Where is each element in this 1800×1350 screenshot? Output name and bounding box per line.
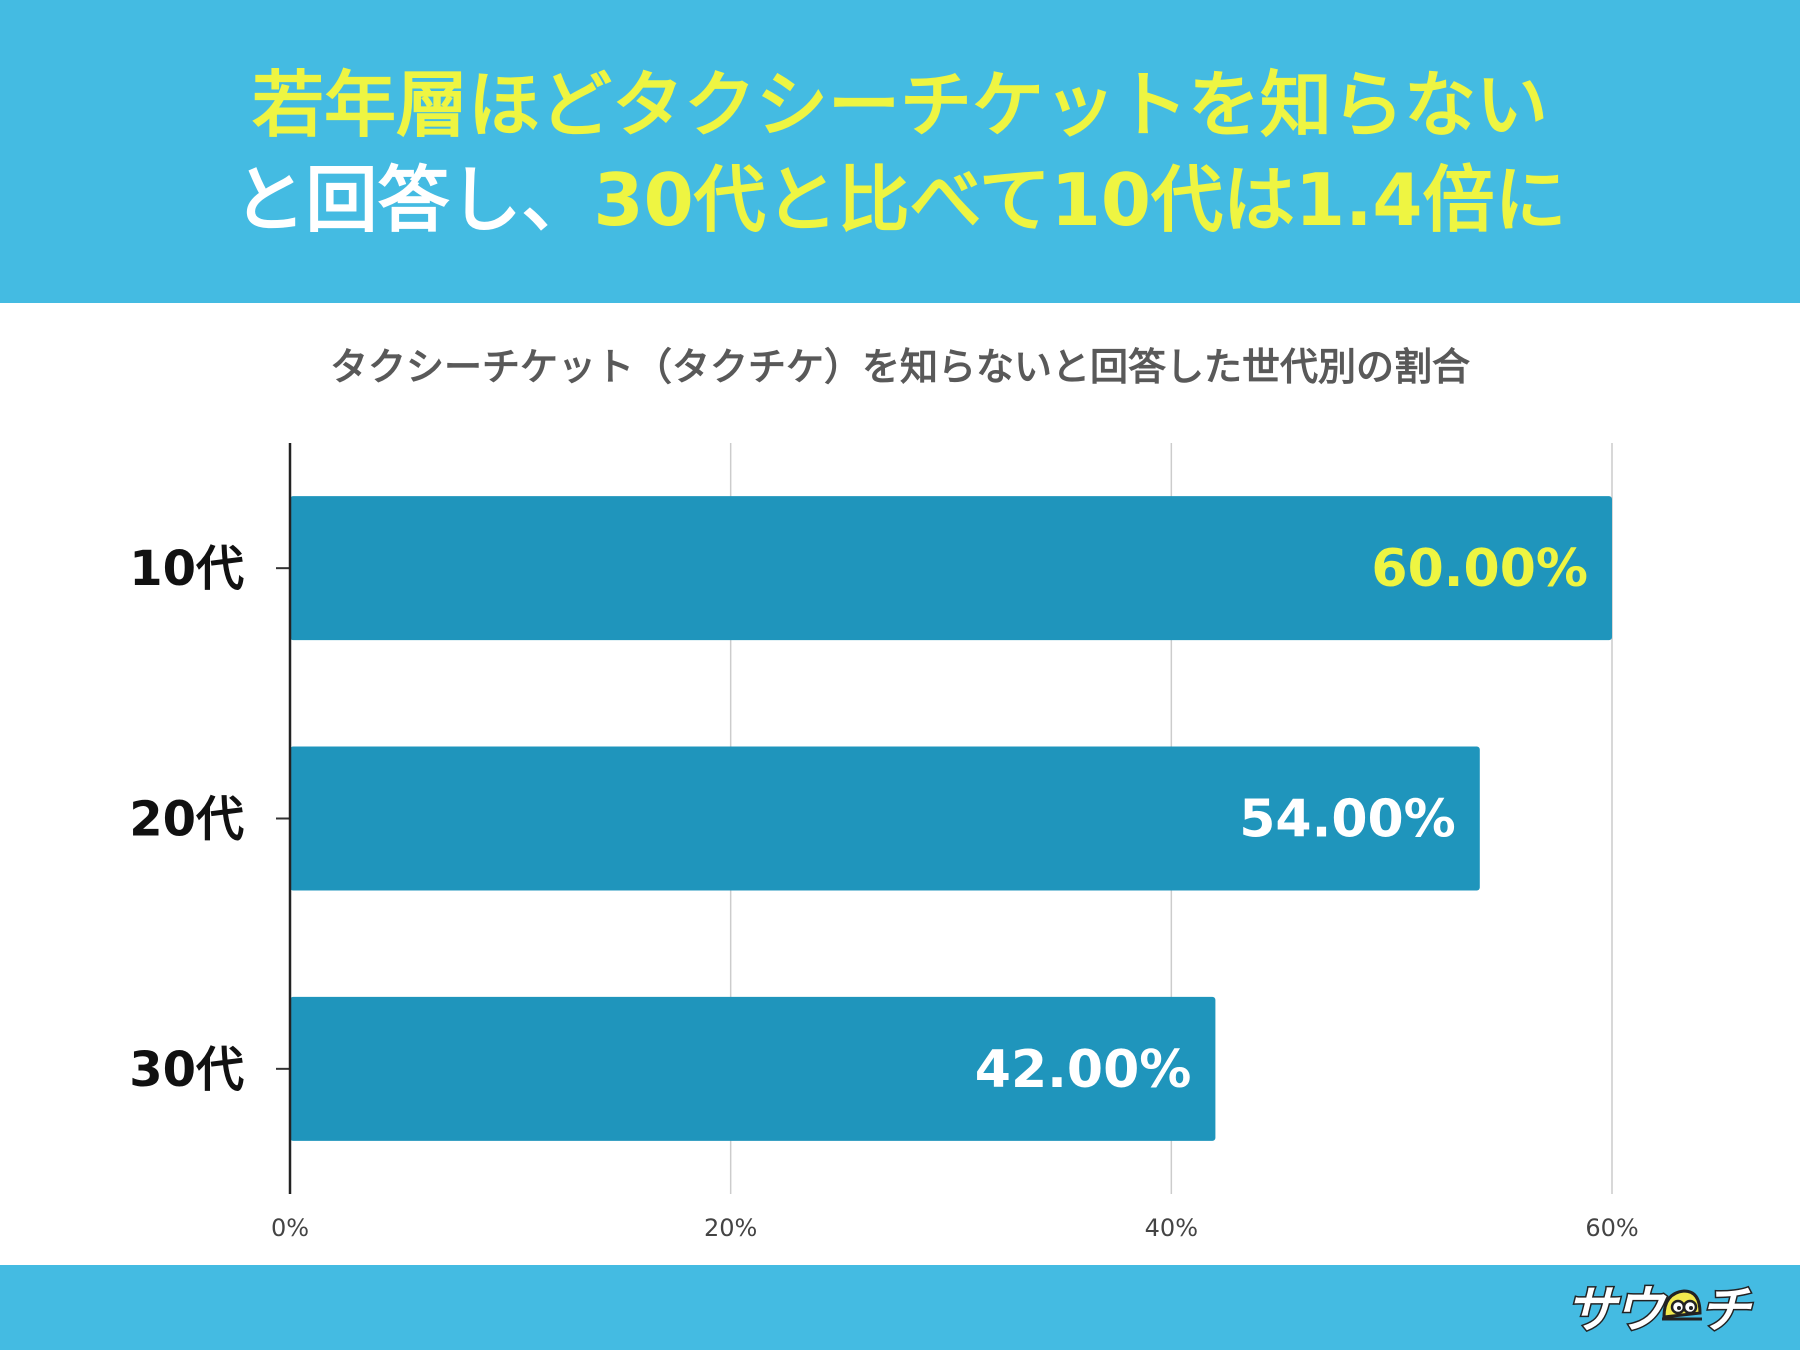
x-tick-label: 0%: [271, 1214, 309, 1242]
footer-banner: サウ チ: [0, 1265, 1800, 1350]
category-label: 10代: [129, 541, 244, 597]
data-label: 54.00%: [1239, 790, 1456, 850]
x-tick-label: 60%: [1585, 1214, 1638, 1242]
logo-text-right: チ: [1699, 1280, 1752, 1341]
x-tick-label: 20%: [704, 1214, 757, 1242]
bar: [290, 996, 1216, 1141]
bar-chart: 0% 20% 40% 60% 60.00% 10代 54.00% 20代 42.00% 30代: [129, 443, 1639, 1242]
header-banner: 若年層ほどタクシーチケットを知らない と回答し、30代と比べて10代は1.4倍に: [0, 0, 1800, 303]
logo-text-left: サウ: [1565, 1280, 1666, 1341]
headline-line-2-yellow: 30代と比べて10代は1.4倍に: [593, 158, 1567, 242]
data-label: 42.00%: [975, 1040, 1192, 1100]
brand-logo: サウ チ: [1565, 1276, 1752, 1341]
headline-line-1: 若年層ほどタクシーチケットを知らない: [251, 63, 1548, 147]
data-label: 60.00%: [1371, 539, 1588, 599]
headline-line-2: と回答し、30代と比べて10代は1.4倍に: [0, 152, 1800, 248]
bar: [290, 496, 1612, 641]
category-label: 20代: [129, 792, 244, 848]
bar: [290, 746, 1480, 891]
x-tick-label: 40%: [1145, 1214, 1198, 1242]
mascot-icon: [1662, 1289, 1702, 1321]
chart-title: タクシーチケット（タクチケ）を知らないと回答した世代別の割合: [329, 345, 1470, 389]
headline-line-2-white: と回答し、: [233, 158, 594, 242]
category-label: 30代: [129, 1042, 244, 1098]
